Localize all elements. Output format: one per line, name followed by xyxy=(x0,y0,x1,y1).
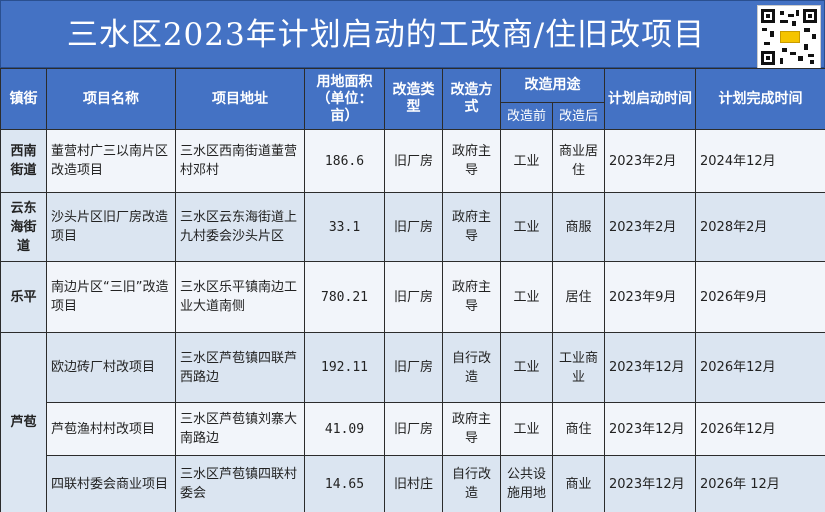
project-address-cell: 三水区云东海街道上九村委会沙头片区 xyxy=(175,192,305,262)
start-date-cell: 2023年12月 xyxy=(604,332,696,403)
district-cell: 云东海街道 xyxy=(0,192,47,262)
method-cell: 自行改造 xyxy=(442,455,501,512)
start-date-cell: 2023年2月 xyxy=(604,129,696,193)
header-row: 镇街 项目名称 项目地址 用地面积（单位：亩） 改造类型 改造方式 改造用途 计… xyxy=(0,68,825,130)
usage-after-cell: 商业 xyxy=(552,455,605,512)
method-cell: 政府主导 xyxy=(442,261,501,333)
usage-before-cell: 工业 xyxy=(500,402,553,456)
table-row: 西南街道 董营村广三以南片区改造项目 三水区西南街道董营村邓村 186.6 旧厂… xyxy=(0,129,825,193)
area-cell: 186.6 xyxy=(304,129,385,193)
table-row: 芦苞渔村村改项目 三水区芦苞镇刘寨大南路边 41.09 旧厂房 政府主导 工业 … xyxy=(1,402,825,456)
start-date-cell: 2023年2月 xyxy=(604,192,696,262)
header-usage: 改造用途 xyxy=(500,68,605,103)
header-type: 改造类型 xyxy=(384,68,443,130)
method-cell: 自行改造 xyxy=(442,332,501,403)
project-address-cell: 三水区西南街道董营村邓村 xyxy=(175,129,305,193)
usage-before-cell: 公共设施用地 xyxy=(500,455,553,512)
usage-after-cell: 工业商业 xyxy=(552,332,605,403)
project-address-cell: 三水区芦苞镇刘寨大南路边 xyxy=(175,402,305,456)
project-address-cell: 三水区乐平镇南边工业大道南侧 xyxy=(175,261,305,333)
title-bar: 三水区2023年计划启动的工改商/住旧改项目 xyxy=(0,0,825,69)
usage-before-cell: 工业 xyxy=(500,332,553,403)
qr-finder-pattern xyxy=(803,9,817,23)
area-cell: 192.11 xyxy=(304,332,385,403)
header-name: 项目名称 xyxy=(46,68,176,130)
table-row: 四联村委会商业项目 三水区芦苞镇四联村委会 14.65 旧村庄 自行改造 公共设… xyxy=(1,455,825,512)
usage-after-cell: 商住 xyxy=(552,402,605,456)
start-date-cell: 2023年9月 xyxy=(604,261,696,333)
usage-before-cell: 工业 xyxy=(500,261,553,333)
area-cell: 41.09 xyxy=(304,402,385,456)
qr-code-icon xyxy=(757,5,821,69)
start-date-cell: 2023年12月 xyxy=(604,402,696,456)
project-address-cell: 三水区芦苞镇四联村委会 xyxy=(175,455,305,512)
district-cell: 芦苞 xyxy=(0,332,47,512)
qr-finder-pattern xyxy=(761,51,775,65)
header-usage-before: 改造前 xyxy=(500,102,553,130)
usage-after-cell: 商业居住 xyxy=(552,129,605,193)
usage-after-cell: 商服 xyxy=(552,192,605,262)
start-date-cell: 2023年12月 xyxy=(604,455,696,512)
district-cell: 西南街道 xyxy=(0,129,47,193)
table-row: 云东海街道 沙头片区旧厂房改造项目 三水区云东海街道上九村委会沙头片区 33.1… xyxy=(0,192,825,262)
header-finish: 计划完成时间 xyxy=(695,68,825,130)
project-name-cell: 欧边砖厂村改项目 xyxy=(46,332,176,403)
header-address: 项目地址 xyxy=(175,68,305,130)
usage-after-cell: 居住 xyxy=(552,261,605,333)
header-subrow: 改造前 改造后 xyxy=(1,102,825,130)
header-area: 用地面积（单位：亩） xyxy=(304,68,385,130)
header-district: 镇街 xyxy=(0,68,47,130)
finish-date-cell: 2028年2月 xyxy=(695,192,825,262)
usage-before-cell: 工业 xyxy=(500,192,553,262)
project-name-cell: 董营村广三以南片区改造项目 xyxy=(46,129,176,193)
area-cell: 780.21 xyxy=(304,261,385,333)
finish-date-cell: 2024年12月 xyxy=(695,129,825,193)
type-cell: 旧村庄 xyxy=(384,455,443,512)
table-row: 乐平 南边片区“三旧”改造项目 三水区乐平镇南边工业大道南侧 780.21 旧厂… xyxy=(0,261,825,333)
finish-date-cell: 2026年12月 xyxy=(695,332,825,403)
header-usage-after: 改造后 xyxy=(552,102,605,130)
usage-before-cell: 工业 xyxy=(500,129,553,193)
type-cell: 旧厂房 xyxy=(384,192,443,262)
project-address-cell: 三水区芦苞镇四联芦西路边 xyxy=(175,332,305,403)
qr-finder-pattern xyxy=(761,9,775,23)
project-table: 镇街 项目名称 项目地址 用地面积（单位：亩） 改造类型 改造方式 改造用途 计… xyxy=(0,68,825,512)
finish-date-cell: 2026年 12月 xyxy=(695,455,825,512)
header-start: 计划启动时间 xyxy=(604,68,696,130)
finish-date-cell: 2026年9月 xyxy=(695,261,825,333)
project-name-cell: 四联村委会商业项目 xyxy=(46,455,176,512)
finish-date-cell: 2026年12月 xyxy=(695,402,825,456)
page-title: 三水区2023年计划启动的工改商/住旧改项目 xyxy=(66,17,706,53)
table-row: 芦苞 欧边砖厂村改项目 三水区芦苞镇四联芦西路边 192.11 旧厂房 自行改造… xyxy=(0,332,825,512)
type-cell: 旧厂房 xyxy=(384,261,443,333)
qr-center-badge xyxy=(780,31,800,43)
type-cell: 旧厂房 xyxy=(384,332,443,403)
project-name-cell: 沙头片区旧厂房改造项目 xyxy=(46,192,176,262)
method-cell: 政府主导 xyxy=(442,129,501,193)
method-cell: 政府主导 xyxy=(442,402,501,456)
project-name-cell: 芦苞渔村村改项目 xyxy=(46,402,176,456)
type-cell: 旧厂房 xyxy=(384,129,443,193)
method-cell: 政府主导 xyxy=(442,192,501,262)
area-cell: 33.1 xyxy=(304,192,385,262)
header-method: 改造方式 xyxy=(442,68,501,130)
district-cell: 乐平 xyxy=(0,261,47,333)
project-name-cell: 南边片区“三旧”改造项目 xyxy=(46,261,176,333)
area-cell: 14.65 xyxy=(304,455,385,512)
type-cell: 旧厂房 xyxy=(384,402,443,456)
